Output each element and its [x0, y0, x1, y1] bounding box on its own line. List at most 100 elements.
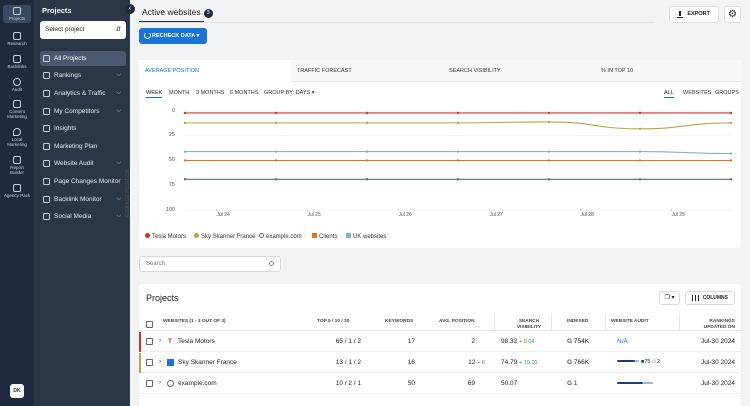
- legend-example-com[interactable]: example.com: [259, 233, 302, 240]
- data-point[interactable]: [274, 150, 278, 153]
- avatar[interactable]: DK: [10, 384, 24, 398]
- expand-icon[interactable]: ›: [159, 358, 162, 365]
- rail-item-research[interactable]: Research: [0, 30, 34, 48]
- rail-item-local-marketing[interactable]: Local Marketing: [0, 126, 34, 149]
- data-point[interactable]: [274, 159, 278, 162]
- legend-tesla-motors[interactable]: Tesla Motors: [145, 233, 186, 240]
- metric-tab-average-position[interactable]: AVERAGE POSITION: [139, 60, 291, 82]
- table-row[interactable]: › example.com 10 / 2 / 1 50 69 50.07 G 1…: [139, 374, 741, 394]
- recheck-data-button[interactable]: RECHECK DATA ▾: [139, 28, 207, 44]
- data-point[interactable]: [638, 150, 642, 153]
- select-project-dropdown[interactable]: Select project ⇵: [40, 21, 126, 39]
- data-point[interactable]: [456, 178, 460, 181]
- col-search-visibility[interactable]: SEARCH VISIBILITY: [516, 319, 542, 330]
- audit-value[interactable]: [617, 380, 653, 387]
- nav-item-insights[interactable]: Insights: [40, 121, 126, 136]
- export-button[interactable]: EXPORT: [669, 6, 719, 23]
- data-point[interactable]: [638, 127, 642, 131]
- data-point[interactable]: [365, 150, 369, 153]
- row-checkbox[interactable]: [146, 359, 153, 366]
- audit-value[interactable]: ■75 ⚠2: [617, 359, 660, 365]
- legend-clients[interactable]: Clients: [312, 233, 337, 240]
- nav-item-page-changes-monitor[interactable]: Page Changes Monitor: [40, 174, 126, 189]
- tab-active-websites[interactable]: Active websites 3: [142, 7, 213, 18]
- data-point[interactable]: [183, 150, 187, 153]
- col-website-audit[interactable]: WEBSITE AUDIT: [611, 319, 649, 324]
- col-keywords[interactable]: KEYWORDS: [385, 319, 414, 324]
- data-point[interactable]: [547, 120, 551, 124]
- rail-item-audit[interactable]: Audit: [0, 76, 34, 94]
- nav-item-backlink-monitor[interactable]: Backlink Monitor ⌵: [40, 192, 126, 207]
- search-input[interactable]: [146, 261, 264, 267]
- select-all-checkbox[interactable]: [146, 321, 153, 328]
- nav-item-analytics-traffic[interactable]: Analytics & Traffic ⌵: [40, 86, 126, 101]
- expand-icon[interactable]: ›: [159, 379, 162, 386]
- data-point[interactable]: [274, 121, 278, 125]
- data-point[interactable]: [456, 111, 460, 115]
- data-point[interactable]: [183, 111, 187, 115]
- metric-tab-top10[interactable]: % IN TOP 10: [595, 60, 741, 82]
- period-3-months[interactable]: 3 MONTHS: [196, 90, 225, 96]
- data-point[interactable]: [729, 159, 733, 162]
- audit-value[interactable]: N/A: [617, 338, 628, 345]
- nav-item-my-competitors[interactable]: My Competitors ⌵: [40, 104, 126, 119]
- data-point[interactable]: [638, 178, 642, 181]
- metric-tab-traffic-forecast[interactable]: TRAFFIC FORECAST: [291, 60, 443, 82]
- settings-button[interactable]: ⚙: [724, 6, 741, 23]
- website-name[interactable]: example.com: [178, 380, 217, 387]
- filter-all[interactable]: ALL: [664, 90, 674, 98]
- row-checkbox[interactable]: [146, 338, 153, 345]
- website-name[interactable]: Sky Skanner France: [178, 359, 237, 366]
- col-avg-position[interactable]: AVG. POSITION: [439, 319, 475, 324]
- data-point[interactable]: [365, 121, 369, 125]
- col-top[interactable]: TOP 5 / 10 / 30: [317, 319, 350, 324]
- data-point[interactable]: [547, 111, 551, 115]
- search-field[interactable]: [139, 256, 281, 272]
- rail-item-backlinks[interactable]: Backlinks: [0, 53, 34, 71]
- metric-tab-search-visibility[interactable]: SEARCH VISIBILITY: [443, 60, 595, 82]
- expand-icon[interactable]: ›: [159, 337, 162, 344]
- period-6-months[interactable]: 6 MONTHS: [230, 90, 259, 96]
- col-websites[interactable]: WEBSITES (1 - 3 out of 3): [163, 319, 226, 324]
- data-point[interactable]: [547, 178, 551, 181]
- data-point[interactable]: [274, 178, 278, 181]
- col-indexed[interactable]: INDEXED: [567, 319, 589, 324]
- data-point[interactable]: [729, 152, 733, 155]
- rail-item-projects[interactable]: Projects: [0, 5, 34, 23]
- data-point[interactable]: [456, 121, 460, 125]
- data-point[interactable]: [638, 111, 642, 115]
- data-point[interactable]: [365, 178, 369, 181]
- data-point[interactable]: [365, 111, 369, 115]
- data-point[interactable]: [274, 111, 278, 115]
- table-row[interactable]: › Sky Skanner France 13 / 1 / 2 16 12 + …: [139, 353, 741, 373]
- filter-websites[interactable]: WEBSITES: [683, 90, 712, 96]
- period-month[interactable]: MONTH: [169, 90, 190, 96]
- website-name[interactable]: Tesla Motors: [178, 338, 215, 345]
- data-point[interactable]: [729, 121, 733, 125]
- data-point[interactable]: [729, 178, 733, 181]
- data-point[interactable]: [183, 121, 187, 125]
- collapse-panel-button[interactable]: ‹: [125, 4, 135, 14]
- data-point[interactable]: [365, 159, 369, 162]
- nav-item-website-audit[interactable]: Website Audit ⌵: [40, 156, 126, 171]
- group-by-dropdown[interactable]: GROUP BY: DAYS ▾: [264, 90, 315, 96]
- col-rankings-updated[interactable]: RANKINGS UPDATED ON: [703, 319, 735, 330]
- data-point[interactable]: [456, 159, 460, 162]
- data-point[interactable]: [547, 159, 551, 162]
- nav-item-marketing-plan[interactable]: Marketing Plan: [40, 139, 126, 154]
- legend-sky-skanner[interactable]: Sky Skanner France: [194, 233, 255, 240]
- data-point[interactable]: [729, 111, 733, 115]
- table-row[interactable]: › T Tesla Motors 65 / 1 / 2 17 2 98.32 +…: [139, 332, 741, 352]
- rail-item-report-builder[interactable]: Report Builder: [0, 154, 34, 177]
- copy-button[interactable]: ❐ ▾: [659, 291, 680, 305]
- row-checkbox[interactable]: [146, 380, 153, 387]
- columns-button[interactable]: COLUMNS: [685, 291, 735, 305]
- data-point[interactable]: [638, 159, 642, 162]
- data-point[interactable]: [183, 159, 187, 162]
- data-point[interactable]: [547, 150, 551, 153]
- filter-groups[interactable]: GROUPS: [715, 90, 739, 96]
- rail-item-content-marketing[interactable]: Content Marketing: [0, 98, 34, 121]
- legend-uk-websites[interactable]: UK websites: [346, 233, 386, 240]
- data-point[interactable]: [183, 178, 187, 181]
- nav-item-all-projects[interactable]: All Projects: [40, 51, 126, 66]
